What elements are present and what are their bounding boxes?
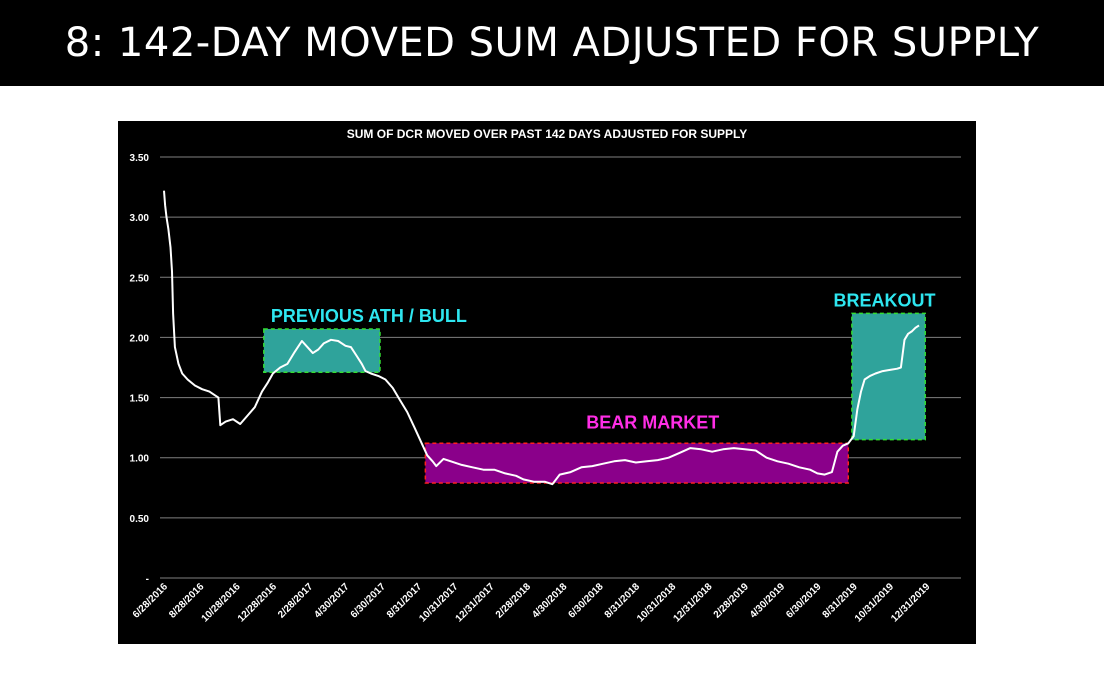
- x-axis-ticks: 6/28/20168/28/201610/28/201612/28/20162/…: [131, 581, 933, 624]
- x-tick-label: 2/28/2017: [276, 581, 316, 621]
- y-tick-label: -: [146, 574, 149, 585]
- y-tick-label: 3.50: [130, 153, 150, 164]
- y-tick-label: 2.50: [130, 273, 150, 284]
- annotation-labels: PREVIOUS ATH / BULL BEAR MARKET BREAKOUT: [271, 290, 936, 432]
- y-tick-label: 1.50: [130, 394, 150, 405]
- x-tick-label: 4/30/2018: [530, 581, 570, 621]
- y-tick-label: 3.00: [130, 213, 150, 224]
- x-tick-label: 6/30/2019: [784, 581, 824, 621]
- x-tick-label: 12/31/2018: [671, 581, 714, 624]
- chart-panel: SUM OF DCR MOVED OVER PAST 142 DAYS ADJU…: [118, 121, 976, 644]
- y-tick-label: 2.00: [130, 333, 150, 344]
- annotation-label: BREAKOUT: [834, 290, 936, 310]
- y-axis-ticks: - 0.50 1.00 1.50 2.00 2.50 3.00 3.50: [130, 153, 150, 585]
- x-tick-label: 12/31/2019: [889, 581, 932, 624]
- annotation-label: PREVIOUS ATH / BULL: [271, 306, 467, 326]
- slide-title: 8: 142-DAY MOVED SUM ADJUSTED FOR SUPPLY: [64, 20, 1040, 66]
- line-chart: SUM OF DCR MOVED OVER PAST 142 DAYS ADJU…: [130, 127, 961, 625]
- series-line: [163, 190, 920, 486]
- series-layer: [163, 190, 920, 486]
- x-tick-label: 2/28/2018: [494, 581, 534, 621]
- annotation-box-bull: [851, 312, 926, 441]
- y-tick-label: 1.00: [130, 454, 150, 465]
- x-tick-label: 6/30/2018: [566, 581, 606, 621]
- x-tick-label: 12/31/2017: [454, 581, 497, 624]
- chart-title: SUM OF DCR MOVED OVER PAST 142 DAYS ADJU…: [347, 127, 748, 141]
- slide-header: 8: 142-DAY MOVED SUM ADJUSTED FOR SUPPLY: [0, 0, 1104, 86]
- x-tick-label: 12/28/2016: [236, 581, 279, 624]
- x-tick-label: 6/30/2017: [349, 581, 389, 621]
- x-tick-label: 2/28/2019: [712, 581, 752, 621]
- x-tick-label: 4/30/2017: [312, 581, 352, 621]
- x-tick-label: 6/28/2016: [131, 581, 171, 621]
- x-tick-label: 4/30/2019: [748, 581, 788, 621]
- y-tick-label: 0.50: [130, 514, 150, 525]
- annotation-label: BEAR MARKET: [586, 412, 719, 432]
